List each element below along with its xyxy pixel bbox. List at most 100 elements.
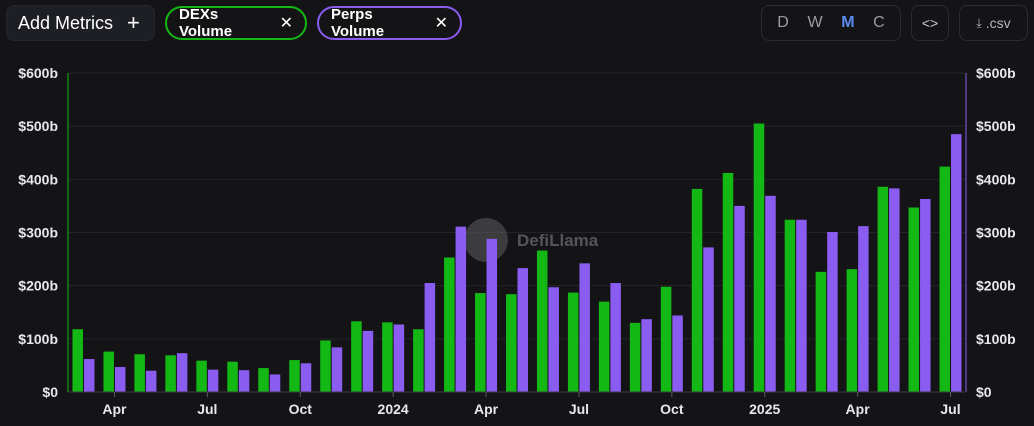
- dexs-volume-bar[interactable]: [722, 172, 734, 392]
- left-y-axis: $0 $100b $200b $300b $400b $500b $600b: [18, 65, 58, 400]
- download-file-icon: ⤓: [976, 15, 982, 30]
- csv-download-button[interactable]: ⤓ .csv: [959, 5, 1028, 41]
- dexs-volume-bar[interactable]: [939, 166, 951, 392]
- x-axis: Apr Jul Oct 2024 Apr Jul Oct 2025 Apr Jul: [102, 392, 961, 417]
- dexs-volume-bar[interactable]: [351, 321, 362, 392]
- perps-volume-bar[interactable]: [424, 283, 436, 392]
- period-daily[interactable]: D: [777, 14, 789, 31]
- close-icon[interactable]: ✕: [279, 15, 293, 32]
- plus-icon: +: [127, 10, 140, 35]
- dexs-volume-bar[interactable]: [815, 271, 827, 392]
- y-tick-label-left: $500b: [18, 118, 58, 134]
- dexs-volume-bar[interactable]: [227, 361, 238, 392]
- dexs-volume-bar[interactable]: [506, 294, 517, 392]
- x-tick-label: Apr: [102, 401, 127, 417]
- bars: [72, 123, 962, 392]
- dexs-volume-bar[interactable]: [908, 207, 920, 392]
- x-tick-label: Apr: [846, 401, 871, 417]
- perps-volume-bar[interactable]: [827, 231, 838, 392]
- y-tick-label-right: $0: [976, 384, 992, 400]
- close-icon[interactable]: ✕: [434, 15, 448, 32]
- perps-volume-bar[interactable]: [703, 247, 714, 392]
- perps-volume-bar[interactable]: [610, 283, 621, 392]
- dexs-volume-bar[interactable]: [784, 219, 796, 392]
- y-tick-label-left: $600b: [18, 65, 58, 81]
- dexs-volume-bar[interactable]: [444, 257, 455, 392]
- dexs-volume-bar[interactable]: [72, 329, 83, 392]
- x-tick-label: Jul: [940, 401, 960, 417]
- dexs-volume-bar[interactable]: [258, 368, 269, 392]
- dexs-volume-bar[interactable]: [598, 301, 610, 392]
- perps-volume-bar[interactable]: [207, 369, 219, 392]
- perps-volume-bar[interactable]: [734, 205, 745, 392]
- perps-volume-bar[interactable]: [176, 353, 188, 392]
- perps-volume-bar[interactable]: [548, 287, 559, 392]
- perps-volume-bar[interactable]: [641, 319, 652, 392]
- dexs-volume-bar[interactable]: [196, 360, 207, 392]
- embed-button[interactable]: <>: [911, 5, 949, 41]
- perps-volume-bar[interactable]: [455, 226, 467, 392]
- period-cumulative[interactable]: C: [873, 14, 885, 31]
- period-monthly[interactable]: M: [841, 14, 855, 31]
- perps-volume-bar[interactable]: [579, 263, 590, 392]
- code-icon: <>: [921, 15, 939, 31]
- perps-volume-bar[interactable]: [331, 347, 343, 392]
- dexs-volume-bar[interactable]: [629, 322, 641, 392]
- y-tick-label-right: $600b: [976, 65, 1016, 81]
- dexs-volume-bar[interactable]: [165, 355, 176, 392]
- perps-volume-bar[interactable]: [145, 370, 157, 392]
- dexs-volume-bar[interactable]: [846, 269, 858, 392]
- dexs-volume-label: DEXs Volume: [179, 6, 233, 40]
- add-metrics-button[interactable]: Add Metrics +: [6, 5, 155, 41]
- defillama-logo-icon: [464, 218, 508, 262]
- watermark: DefiLlama: [464, 218, 599, 262]
- dexs-volume-bar[interactable]: [413, 329, 424, 392]
- dexs-volume-chip[interactable]: DEXs Volume ✕: [165, 6, 307, 40]
- y-tick-label-right: $500b: [976, 118, 1016, 134]
- csv-label: .csv: [985, 15, 1011, 31]
- perps-volume-bar[interactable]: [83, 359, 95, 392]
- dexs-volume-bar[interactable]: [382, 322, 393, 392]
- perps-volume-bar[interactable]: [300, 363, 312, 392]
- period-selector: D W M C: [761, 5, 901, 41]
- dexs-volume-bar[interactable]: [134, 354, 145, 392]
- y-tick-label-right: $300b: [976, 225, 1016, 241]
- y-tick-label-right: $100b: [976, 331, 1016, 347]
- perps-volume-bar[interactable]: [362, 330, 374, 392]
- toolbar: Add Metrics + DEXs Volume ✕ Perps Volume…: [0, 0, 1034, 48]
- add-metrics-label: Add Metrics: [18, 12, 114, 33]
- dexs-volume-bar[interactable]: [475, 293, 486, 392]
- perps-volume-chip[interactable]: Perps Volume ✕: [317, 6, 462, 40]
- perps-volume-bar[interactable]: [765, 195, 776, 392]
- perps-volume-bar[interactable]: [672, 315, 683, 392]
- y-tick-label-left: $0: [42, 384, 58, 400]
- dexs-volume-bar[interactable]: [691, 188, 703, 392]
- perps-volume-bar[interactable]: [269, 374, 281, 392]
- period-weekly[interactable]: W: [807, 14, 823, 31]
- perps-volume-bar[interactable]: [920, 199, 931, 392]
- y-tick-label-right: $400b: [976, 171, 1016, 187]
- y-tick-label-left: $100b: [18, 331, 58, 347]
- perps-volume-bar[interactable]: [238, 370, 250, 392]
- dexs-volume-bar[interactable]: [660, 286, 672, 392]
- dexs-volume-bar[interactable]: [103, 351, 114, 392]
- dexs-volume-bar[interactable]: [289, 360, 300, 392]
- dexs-volume-bar[interactable]: [320, 340, 331, 392]
- x-tick-label: Oct: [660, 401, 684, 417]
- dexs-volume-bar[interactable]: [877, 186, 889, 392]
- dexs-volume-bar[interactable]: [567, 292, 579, 392]
- perps-volume-bar[interactable]: [951, 134, 962, 392]
- dexs-volume-bar[interactable]: [753, 123, 765, 392]
- dexs-volume-bar[interactable]: [536, 250, 548, 392]
- perps-volume-label: Perps Volume: [331, 6, 385, 40]
- perps-volume-bar[interactable]: [889, 188, 900, 392]
- x-tick-label: 2024: [378, 401, 409, 417]
- perps-volume-bar[interactable]: [114, 367, 126, 392]
- perps-volume-bar[interactable]: [517, 268, 529, 392]
- perps-volume-bar[interactable]: [393, 324, 405, 392]
- perps-volume-bar[interactable]: [796, 219, 807, 392]
- x-tick-label: 2025: [749, 401, 780, 417]
- perps-volume-bar[interactable]: [486, 238, 498, 392]
- perps-volume-bar[interactable]: [858, 226, 869, 392]
